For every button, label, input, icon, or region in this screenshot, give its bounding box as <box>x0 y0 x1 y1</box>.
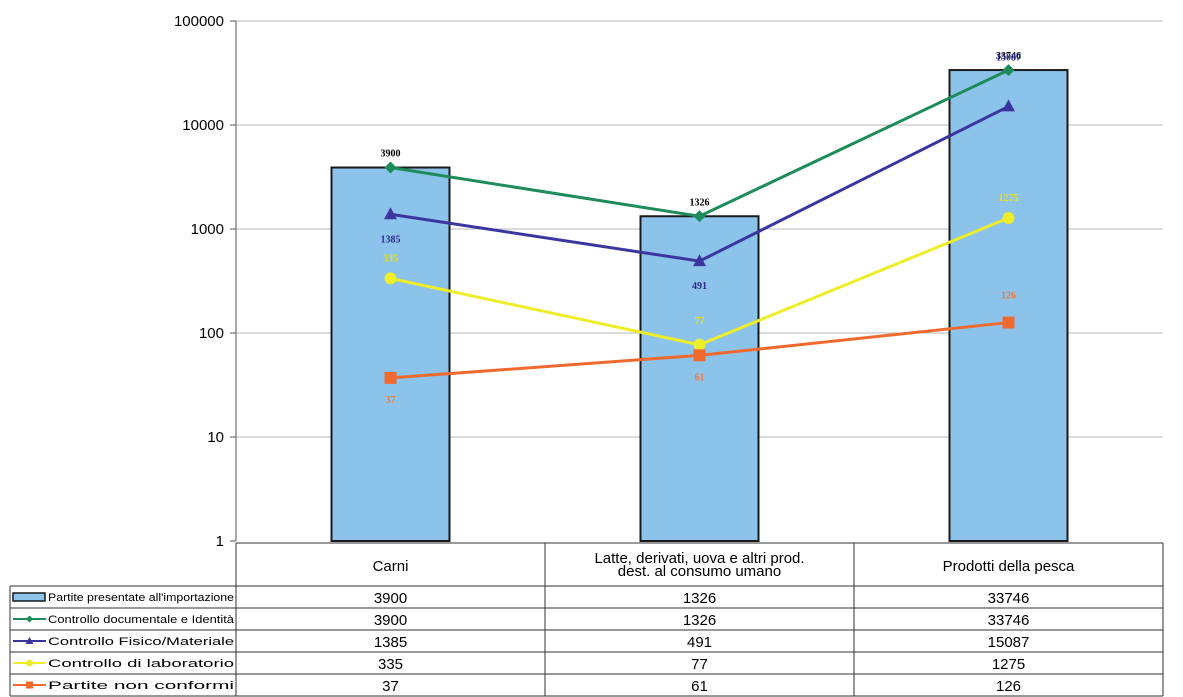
table-cell: 37 <box>382 678 399 695</box>
category-label: dest. al consumo umano <box>618 563 781 580</box>
table-cell: 77 <box>691 656 708 673</box>
table-cell: 1326 <box>683 612 716 629</box>
table-cell: 3900 <box>374 590 407 607</box>
table-cell: 1275 <box>992 656 1025 673</box>
table-cell: 33746 <box>988 590 1030 607</box>
bar <box>948 69 1069 542</box>
marker-triangle <box>1002 99 1015 112</box>
legend-marker <box>26 615 33 623</box>
legend-label: Controllo documentale e Identità <box>48 614 235 626</box>
marker-square <box>693 349 706 362</box>
legend-label: Partite presentate all'importazione <box>48 592 234 604</box>
data-label: 3900 <box>381 149 401 160</box>
data-label: 491 <box>692 281 707 292</box>
marker-diamond <box>693 210 706 223</box>
marker-square <box>1002 316 1015 329</box>
legend-label: Controllo Fisico/Materiale <box>48 636 234 648</box>
table-cell: 491 <box>687 634 712 651</box>
data-label: 1385 <box>381 234 401 245</box>
y-tick-label: 100 <box>199 325 224 342</box>
table-cell: 3900 <box>374 612 407 629</box>
data-label: 33746 <box>996 51 1021 62</box>
legend-label: Controllo di laboratorio <box>48 658 234 670</box>
legend-swatch-bar <box>12 592 46 602</box>
marker-circle <box>693 338 706 351</box>
legend-marker <box>25 637 34 644</box>
bar <box>639 215 760 543</box>
data-label: 61 <box>695 372 705 383</box>
data-label: 77 <box>695 316 705 327</box>
data-label: 126 <box>1001 291 1016 302</box>
marker-circle <box>384 272 397 285</box>
legend-marker <box>26 659 33 667</box>
table-cell: 15087 <box>988 634 1030 651</box>
marker-triangle <box>384 207 397 220</box>
y-tick-label: 1 <box>216 533 224 550</box>
data-label: 335 <box>383 253 398 264</box>
bar <box>330 166 451 543</box>
table-cell: 33746 <box>988 612 1030 629</box>
category-label: Prodotti della pesca <box>943 558 1075 575</box>
marker-circle <box>1002 212 1015 225</box>
marker-triangle <box>693 254 706 267</box>
table-cell: 126 <box>996 678 1021 695</box>
legend-marker <box>26 681 33 689</box>
y-tick-label: 100000 <box>174 13 224 30</box>
marker-square <box>384 371 397 384</box>
table-cell: 335 <box>378 656 403 673</box>
y-tick-label: 10000 <box>182 117 224 134</box>
data-label: 1275 <box>999 193 1019 204</box>
table-cell: 1385 <box>374 634 407 651</box>
y-tick-label: 1000 <box>191 221 224 238</box>
table-cell: 61 <box>691 678 708 695</box>
table-cell: 1326 <box>683 590 716 607</box>
data-label: 1326 <box>690 197 710 208</box>
category-label: Latte, derivati, uova e altri prod. <box>594 550 804 567</box>
series-line <box>390 68 1010 218</box>
data-label: 15087 <box>996 52 1021 63</box>
category-label: Carni <box>373 558 409 575</box>
marker-diamond <box>1002 64 1015 77</box>
legend-label: Partite non conformi <box>48 680 234 692</box>
marker-diamond <box>384 161 397 174</box>
data-label: 37 <box>386 395 396 406</box>
y-tick-label: 10 <box>207 429 224 446</box>
